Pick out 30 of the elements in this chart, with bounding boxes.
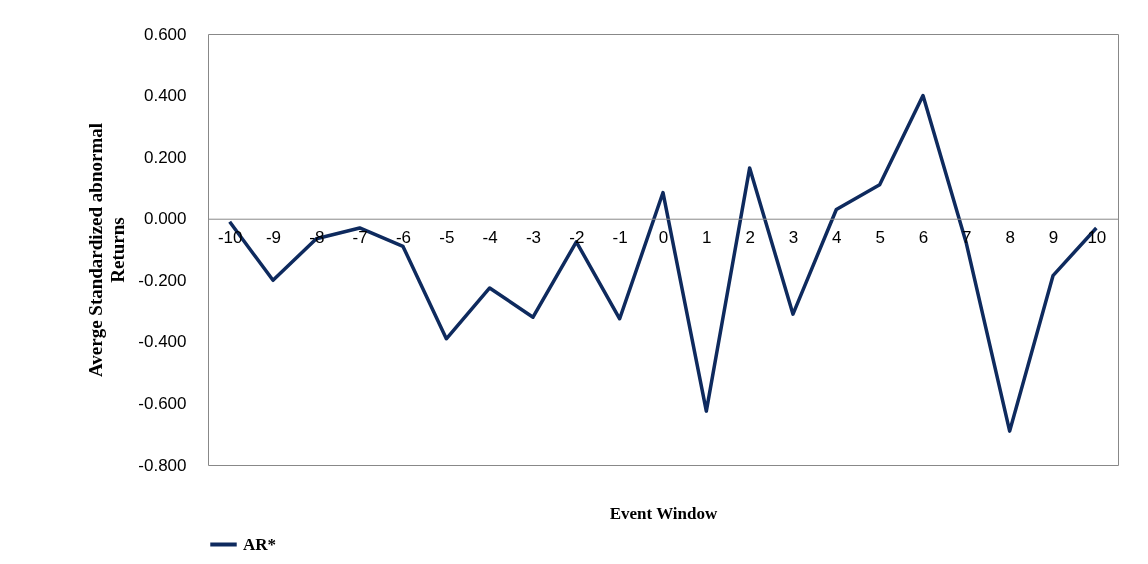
x-axis-title: Event Window bbox=[609, 503, 718, 523]
y-tick-label: 0.000 bbox=[143, 209, 187, 229]
x-tick-label: 10 bbox=[1087, 228, 1107, 248]
x-tick-label: -3 bbox=[525, 228, 542, 248]
y-tick-label: -0.400 bbox=[138, 332, 187, 352]
x-tick-label: -4 bbox=[482, 228, 498, 248]
legend-label: AR* bbox=[243, 534, 277, 554]
x-tick-label: -5 bbox=[439, 228, 455, 248]
x-tick-label: 4 bbox=[832, 228, 842, 248]
x-tick-label: -1 bbox=[612, 228, 628, 248]
x-tick-label: -9 bbox=[265, 228, 282, 248]
x-tick-label: 3 bbox=[788, 228, 799, 248]
x-tick-label: 1 bbox=[702, 228, 712, 248]
y-tick-label: 0.400 bbox=[143, 86, 187, 106]
y-tick-label: 0.200 bbox=[143, 147, 187, 167]
x-tick-label: -6 bbox=[395, 228, 412, 248]
x-tick-label: 0 bbox=[658, 228, 669, 248]
x-tick-label: 9 bbox=[1048, 228, 1059, 248]
y-axis-title: Averge Standardized abnormal Returns bbox=[85, 122, 129, 378]
x-tick-label: -2 bbox=[569, 228, 585, 248]
x-tick-label: 5 bbox=[875, 228, 885, 248]
x-tick-label: -7 bbox=[352, 228, 368, 248]
y-tick-label: -0.200 bbox=[138, 270, 187, 290]
y-tick-label: -0.600 bbox=[138, 393, 187, 413]
x-tick-label: 2 bbox=[745, 228, 755, 248]
y-tick-label: 0.600 bbox=[143, 24, 187, 44]
x-tick-label: 6 bbox=[918, 228, 929, 248]
x-tick-label: -10 bbox=[217, 228, 243, 248]
y-tick-label: -0.800 bbox=[138, 455, 187, 475]
x-tick-label: 8 bbox=[1005, 228, 1015, 248]
